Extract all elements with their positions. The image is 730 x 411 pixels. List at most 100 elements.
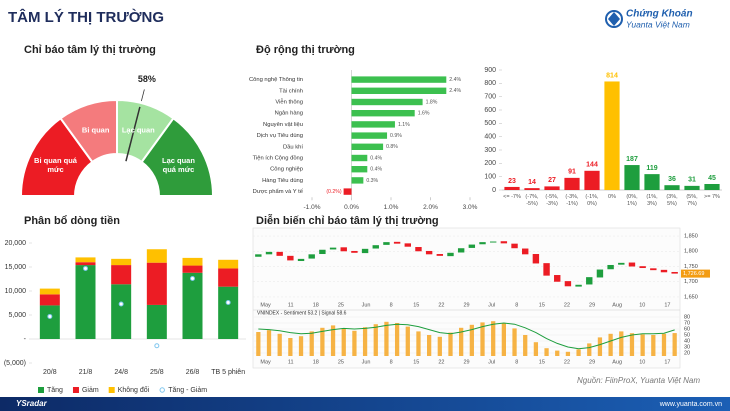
net-dot xyxy=(118,301,124,307)
x-tick-label: 25 xyxy=(338,359,344,365)
candle-body xyxy=(319,249,326,255)
x-tick-label: 15 xyxy=(413,302,419,308)
sentiment-bar xyxy=(362,327,368,356)
bar-segment xyxy=(75,265,96,339)
x-tick-label: 3.0% xyxy=(463,204,478,211)
bar-segment xyxy=(218,286,239,339)
y-tick-label: 1,650 xyxy=(684,294,698,300)
category-label: (-5%, -3%) xyxy=(545,194,559,207)
sentiment-bar xyxy=(384,321,389,356)
bar-segment xyxy=(75,257,96,263)
y-tick-label: 500 xyxy=(484,120,496,127)
candle-body xyxy=(415,247,422,252)
bar xyxy=(684,185,700,190)
sentiment-bar xyxy=(619,331,624,356)
category-label: Dược phẩm và Y tế xyxy=(253,188,304,195)
indicator-tick-label: 50 xyxy=(684,332,690,338)
sentiment-bar xyxy=(416,331,421,356)
value-label: 2.4% xyxy=(449,88,461,94)
category-label: (0%, 1%) xyxy=(626,194,638,207)
sentiment-bar xyxy=(437,336,442,356)
sentiment-bar xyxy=(480,322,485,356)
candle-body xyxy=(265,251,273,255)
x-tick-label: 29 xyxy=(463,302,469,308)
candle-body xyxy=(500,241,508,244)
sentiment-bar xyxy=(330,325,336,356)
y-tick-label: 5,000 xyxy=(8,312,26,319)
panel-title: Chỉ báo tâm lý thị trường xyxy=(24,44,156,56)
category-label: (5%, 7%) xyxy=(686,194,698,207)
x-tick-label: -1.0% xyxy=(304,204,321,211)
category-label: (-7%, -5%) xyxy=(525,194,539,207)
x-tick-label: Aug xyxy=(612,359,622,365)
x-tick-label: 17 xyxy=(664,302,670,308)
candle-body xyxy=(522,248,529,255)
gauge-zone-label: Lạc quan xyxy=(121,125,155,135)
bar xyxy=(604,81,620,190)
sentiment-bar xyxy=(661,333,667,356)
value-label: 27 xyxy=(548,177,556,184)
category-label: (3%, 5%) xyxy=(666,194,678,207)
x-tick-label: Jul xyxy=(488,302,495,308)
bar-segment xyxy=(111,284,132,339)
y-tick-label: (5,000) xyxy=(4,360,26,367)
value-label: 144 xyxy=(586,162,598,169)
x-tick-label: 25/8 xyxy=(150,369,164,376)
brand-subname: Yuanta Việt Nam xyxy=(626,19,690,29)
x-tick-label: 20/8 xyxy=(43,369,57,376)
sentiment-bar xyxy=(629,333,635,356)
category-label: Viễn thông xyxy=(275,99,303,106)
sentiment-bar xyxy=(427,335,432,356)
candle-body xyxy=(532,254,540,264)
value-label: 1.6% xyxy=(418,111,430,117)
candle-body xyxy=(575,284,582,287)
bar xyxy=(644,174,660,190)
indicator-tick-label: 30 xyxy=(684,344,690,350)
value-label: 0.4% xyxy=(370,167,382,173)
x-tick-label: Jul xyxy=(488,359,495,365)
value-label: (0.2%) xyxy=(326,189,342,195)
last-price-label: 1,726.69 xyxy=(683,271,704,277)
candle-body xyxy=(554,275,561,282)
sentiment-bar xyxy=(608,333,613,356)
x-tick-label: 10 xyxy=(639,359,645,365)
value-label: 0.8% xyxy=(386,144,398,150)
x-tick-label: 8 xyxy=(515,302,518,308)
value-label: 0.3% xyxy=(366,178,378,184)
bar-segment xyxy=(182,265,203,273)
candle-body xyxy=(511,243,518,249)
gauge-zone-label: Lạc quan quá mức xyxy=(162,155,195,174)
category-label: Công nghệ Thông tin xyxy=(249,77,303,83)
category-label: <= -7% xyxy=(503,194,521,200)
x-tick-label: May xyxy=(260,302,271,308)
legend-marker xyxy=(72,387,79,393)
bar-segment xyxy=(182,272,203,339)
sentiment-bar xyxy=(266,330,272,356)
bar-segment xyxy=(39,305,60,339)
value-label: 0.9% xyxy=(390,133,402,139)
legend-label: Tăng - Giảm xyxy=(168,387,207,394)
category-label: >= 7% xyxy=(704,194,720,200)
candle-body xyxy=(340,247,347,252)
value-label: 14 xyxy=(528,179,536,186)
sentiment-bar xyxy=(491,321,496,356)
value-label: 23 xyxy=(508,178,516,185)
y-tick-label: 1,800 xyxy=(684,249,698,255)
bar-segment xyxy=(146,262,167,305)
bar xyxy=(351,98,423,106)
category-label: Tài chính xyxy=(279,88,303,94)
brand-icon-inner xyxy=(608,12,620,26)
panel-title: Diễn biến chỉ báo tâm lý thị trường xyxy=(256,214,439,227)
x-tick-label: 15 xyxy=(539,302,545,308)
legend-marker xyxy=(159,387,165,393)
category-label: 0% xyxy=(608,194,616,200)
candle-body xyxy=(564,281,572,287)
value-label: 0.4% xyxy=(370,155,382,161)
y-tick-label: 200 xyxy=(484,160,496,167)
sentiment-bar xyxy=(256,332,261,356)
y-tick-label: 700 xyxy=(484,94,496,101)
bar-segment xyxy=(111,265,132,285)
value-label: 1.8% xyxy=(426,99,438,105)
sentiment-bar xyxy=(341,329,346,356)
sentiment-bar xyxy=(469,324,474,356)
